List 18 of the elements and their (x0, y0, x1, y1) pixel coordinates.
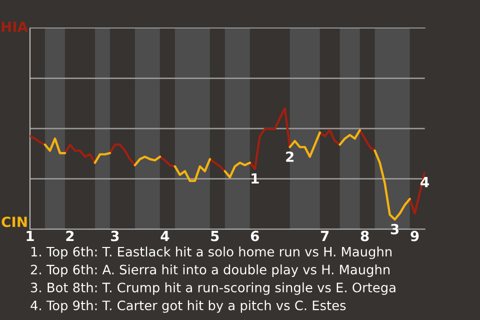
text: 1. Top 6th: T. Eastlack hit a solo home run vs H. Maughn (31, 246, 392, 260)
text: 4. Top 9th: T. Carter got hit by a pitch vs C. Estes (30, 300, 346, 313)
x-tick-label: 5 (211, 230, 219, 242)
x-tick-label: 9 (410, 230, 419, 242)
text: 2. Top 6th: A. Sierra hit into a double play vs H. Maughn (30, 264, 390, 277)
x-tick-label: 1 (26, 230, 34, 242)
x-tick-label: 4 (160, 230, 170, 242)
annotation: 1 (252, 173, 259, 184)
annotation: 4 (420, 177, 429, 188)
text: HIA (2, 22, 28, 32)
x-tick-label: 6 (250, 230, 259, 242)
x-tick-label: 3 (111, 230, 119, 242)
x-tick-label: 2 (66, 230, 74, 242)
text: 3. Bot 8th: T. Crump hit a run-scoring single vs E. Ortega (30, 282, 396, 295)
annotation: 2 (286, 151, 294, 162)
x-tick-label: 7 (320, 230, 329, 242)
x-tick-label: 8 (360, 230, 369, 242)
text: CIN (2, 216, 27, 228)
